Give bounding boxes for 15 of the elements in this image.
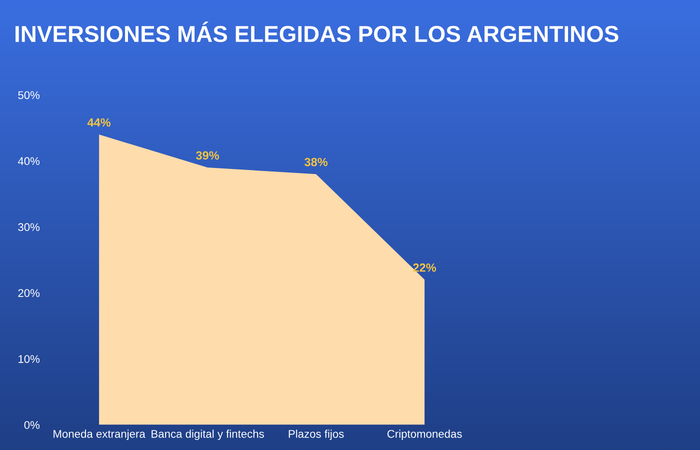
- y-tick-label: 40%: [18, 157, 40, 166]
- data-label: 38%: [304, 158, 328, 166]
- x-tick-label: Banca digital y fintechs: [152, 430, 264, 440]
- data-label: 22%: [413, 263, 436, 272]
- data-label: 39%: [196, 151, 220, 160]
- data-label: 44%: [87, 118, 111, 127]
- y-tick-label: 10%: [18, 355, 40, 363]
- y-tick-label: 30%: [18, 223, 40, 232]
- x-tick-label: Plazos fijos: [288, 430, 344, 440]
- y-tick-label: 50%: [18, 91, 40, 100]
- y-tick-label: 20%: [18, 289, 40, 297]
- x-tick-label: Moneda extranjera: [54, 430, 146, 440]
- chart-title: INVERSIONES MÁS ELEGIDAS POR LOS ARGENTINOS: [16, 22, 618, 42]
- x-tick-label: Criptomonedas: [387, 430, 462, 440]
- y-tick-label: 0%: [24, 421, 40, 429]
